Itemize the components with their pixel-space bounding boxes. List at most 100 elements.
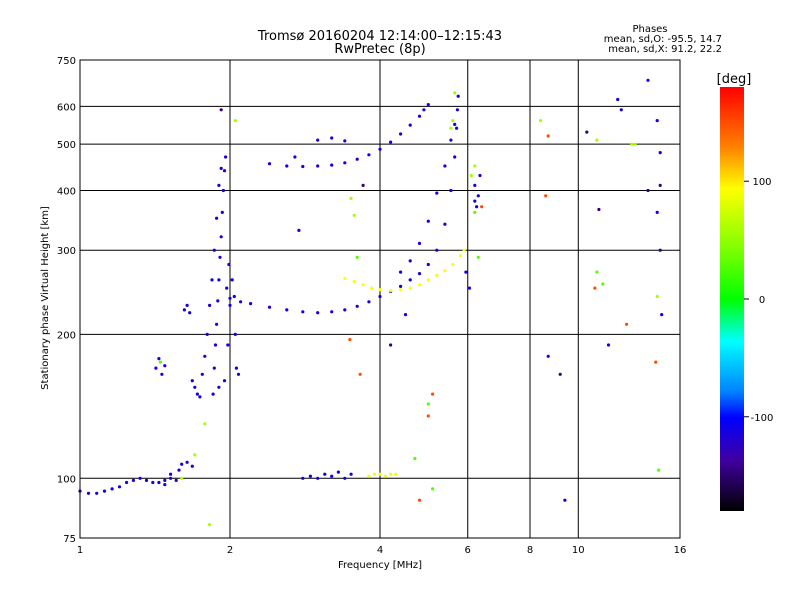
data-point	[455, 126, 459, 130]
data-point	[476, 194, 480, 198]
data-point	[177, 468, 181, 472]
stats-line-x: mean, sd,X: 91.2, 22.2	[608, 44, 722, 55]
colorbar-tick-label: 100	[752, 177, 771, 188]
data-point	[193, 385, 197, 389]
data-point	[212, 248, 216, 252]
data-point	[222, 379, 227, 383]
data-point	[211, 392, 215, 396]
data-point	[348, 338, 352, 342]
data-point	[426, 278, 430, 282]
data-point	[443, 164, 447, 168]
data-point	[185, 460, 189, 464]
data-point	[399, 270, 403, 274]
data-point	[343, 161, 347, 165]
data-point	[208, 523, 212, 527]
data-point	[403, 313, 408, 317]
data-point	[593, 286, 597, 290]
data-point	[157, 480, 161, 485]
data-point	[157, 357, 161, 361]
data-point	[267, 305, 272, 309]
data-point	[232, 294, 236, 299]
data-point	[453, 122, 457, 126]
data-point	[163, 478, 167, 482]
data-point	[355, 157, 359, 161]
data-point	[367, 300, 371, 304]
data-point	[417, 241, 422, 245]
plot-frame	[79, 59, 681, 539]
data-point	[219, 235, 223, 239]
data-point	[449, 138, 453, 142]
data-point	[456, 94, 460, 98]
data-point	[200, 372, 204, 376]
data-point	[215, 216, 219, 220]
data-point	[408, 123, 412, 127]
data-point	[658, 248, 662, 252]
data-point	[230, 278, 234, 282]
data-point	[138, 476, 142, 480]
x-tick-label: 2	[227, 545, 233, 556]
data-point	[451, 262, 455, 267]
data-point	[476, 255, 480, 259]
data-point	[195, 392, 199, 396]
data-point	[188, 311, 192, 315]
data-point	[449, 126, 453, 130]
data-point	[378, 147, 382, 151]
data-point	[449, 188, 453, 193]
data-point	[330, 136, 334, 140]
data-point	[399, 284, 403, 288]
data-point	[144, 478, 149, 482]
data-point	[349, 472, 353, 476]
data-point	[249, 302, 253, 306]
chart-subtitle: RwPretec (8p)	[334, 42, 425, 57]
data-point	[389, 343, 393, 347]
data-point	[218, 255, 222, 259]
data-point	[224, 155, 228, 159]
data-point	[383, 474, 387, 478]
grid-lines	[80, 60, 680, 538]
data-point	[389, 289, 393, 293]
data-point	[236, 372, 241, 376]
data-point	[293, 155, 297, 159]
data-point	[219, 166, 223, 170]
data-point	[361, 283, 365, 287]
data-point	[426, 414, 430, 418]
data-point	[301, 164, 305, 169]
data-point	[585, 130, 589, 134]
data-point	[210, 278, 214, 282]
data-point	[86, 491, 91, 495]
data-point	[473, 183, 477, 187]
data-point	[464, 270, 468, 274]
data-point	[355, 255, 359, 259]
x-tick-label: 10	[572, 545, 585, 556]
data-point	[422, 108, 426, 112]
data-point	[619, 108, 623, 112]
x-tick-label: 8	[527, 545, 533, 556]
data-point	[154, 366, 158, 370]
y-axis-label: Stationary phase Virtual Height [km]	[40, 206, 51, 390]
data-point	[625, 322, 629, 326]
data-point	[435, 191, 439, 195]
data-point	[228, 303, 232, 307]
data-point	[431, 392, 435, 396]
data-point	[399, 132, 403, 136]
data-point	[546, 354, 550, 358]
data-point	[443, 269, 447, 273]
data-point	[413, 456, 417, 461]
data-point	[163, 364, 167, 368]
data-point	[239, 300, 243, 304]
data-point	[358, 372, 362, 376]
data-point	[417, 283, 422, 287]
data-point	[301, 310, 305, 314]
data-point	[654, 360, 658, 364]
data-point	[426, 262, 430, 267]
data-point	[606, 343, 611, 347]
data-point	[208, 303, 212, 307]
data-point	[646, 188, 650, 193]
colorbar	[720, 87, 744, 511]
data-point	[426, 402, 430, 406]
data-point	[417, 114, 422, 118]
data-point	[546, 134, 550, 138]
data-point	[213, 343, 218, 347]
stats-heading: Phases	[632, 24, 667, 35]
data-point	[426, 219, 430, 223]
